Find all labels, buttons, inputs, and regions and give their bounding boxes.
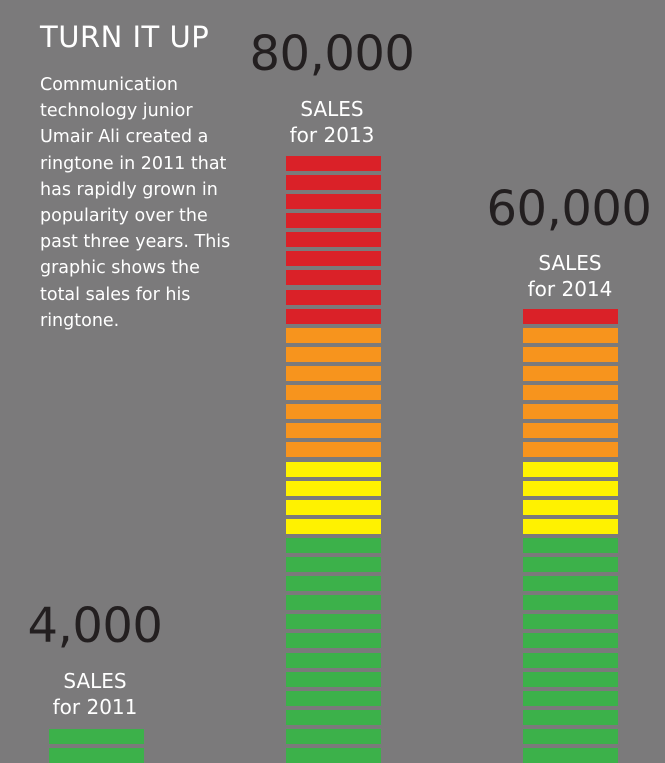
bar-segment-2013-17 xyxy=(286,442,381,457)
bar-segment-2013-15 xyxy=(286,481,381,496)
bar-segment-2013-30 xyxy=(286,194,381,209)
bar-segment-2014-11 xyxy=(523,557,618,572)
bar-segment-2013-27 xyxy=(286,251,381,266)
bar-segment-2013-14 xyxy=(286,500,381,515)
bar-segment-2013-12 xyxy=(286,538,381,553)
bar-segment-2014-23 xyxy=(523,328,618,343)
bar-segment-2014-1 xyxy=(523,748,618,763)
bar-segment-2013-32 xyxy=(286,156,381,171)
value-label-2013: 80,000 xyxy=(249,26,415,82)
sales-year-2014: for 2014 xyxy=(527,277,613,301)
bar-segment-2013-3 xyxy=(286,710,381,725)
bar-segment-2013-6 xyxy=(286,653,381,668)
bar-segment-2014-8 xyxy=(523,614,618,629)
bar-segment-2011-2 xyxy=(49,729,144,744)
bar-segment-2013-11 xyxy=(286,557,381,572)
bar-segment-2014-15 xyxy=(523,481,618,496)
sales-year-2011: for 2011 xyxy=(52,695,138,719)
bar-segment-2014-22 xyxy=(523,347,618,362)
bar-segment-2013-31 xyxy=(286,175,381,190)
sales-label-2013: SALES for 2013 xyxy=(262,96,402,148)
sales-word-2011: SALES xyxy=(63,669,127,693)
bar-segment-2013-20 xyxy=(286,385,381,400)
bar-segment-2013-2 xyxy=(286,729,381,744)
bar-segment-2013-13 xyxy=(286,519,381,534)
sales-word-2013: SALES xyxy=(300,97,364,121)
bar-segment-2014-20 xyxy=(523,385,618,400)
bar-segment-2014-5 xyxy=(523,672,618,687)
infographic-description: Communication technology junior Umair Al… xyxy=(40,75,231,331)
bar-segment-2013-18 xyxy=(286,423,381,438)
bar-segment-2014-13 xyxy=(523,519,618,534)
bar-segment-2013-16 xyxy=(286,462,381,477)
sales-word-2014: SALES xyxy=(538,251,602,275)
bar-segment-2013-28 xyxy=(286,232,381,247)
sales-label-2014: SALES for 2014 xyxy=(500,250,640,302)
bar-segment-2014-21 xyxy=(523,366,618,381)
bar-segment-2013-4 xyxy=(286,691,381,706)
bar-segment-2011-1 xyxy=(49,748,144,763)
bar-segment-2013-23 xyxy=(286,328,381,343)
bar-segment-2014-6 xyxy=(523,653,618,668)
bar-segment-2013-1 xyxy=(286,748,381,763)
bar-segment-2013-7 xyxy=(286,633,381,648)
bar-segment-2013-29 xyxy=(286,213,381,228)
bar-segment-2014-19 xyxy=(523,404,618,419)
sales-label-2011: SALES for 2011 xyxy=(25,668,165,720)
bar-segment-2013-24 xyxy=(286,309,381,324)
bar-segment-2014-12 xyxy=(523,538,618,553)
bar-segment-2013-26 xyxy=(286,270,381,285)
bar-segment-2014-3 xyxy=(523,710,618,725)
sales-year-2013: for 2013 xyxy=(289,123,375,147)
value-label-2011: 4,000 xyxy=(27,598,163,654)
bar-segment-2014-7 xyxy=(523,633,618,648)
bar-segment-2013-9 xyxy=(286,595,381,610)
bar-segment-2014-4 xyxy=(523,691,618,706)
infographic-title: TURN IT UP xyxy=(40,20,210,54)
bar-segment-2014-17 xyxy=(523,442,618,457)
bar-segment-2014-18 xyxy=(523,423,618,438)
bar-segment-2013-21 xyxy=(286,366,381,381)
bar-segment-2013-19 xyxy=(286,404,381,419)
bar-segment-2013-22 xyxy=(286,347,381,362)
bar-segment-2013-5 xyxy=(286,672,381,687)
bar-segment-2013-8 xyxy=(286,614,381,629)
bar-segment-2014-10 xyxy=(523,576,618,591)
value-label-2014: 60,000 xyxy=(486,181,652,237)
bar-segment-2013-25 xyxy=(286,290,381,305)
bar-segment-2014-14 xyxy=(523,500,618,515)
bar-segment-2014-16 xyxy=(523,462,618,477)
bar-segment-2014-9 xyxy=(523,595,618,610)
bar-segment-2014-24 xyxy=(523,309,618,324)
bar-segment-2014-2 xyxy=(523,729,618,744)
bar-segment-2013-10 xyxy=(286,576,381,591)
